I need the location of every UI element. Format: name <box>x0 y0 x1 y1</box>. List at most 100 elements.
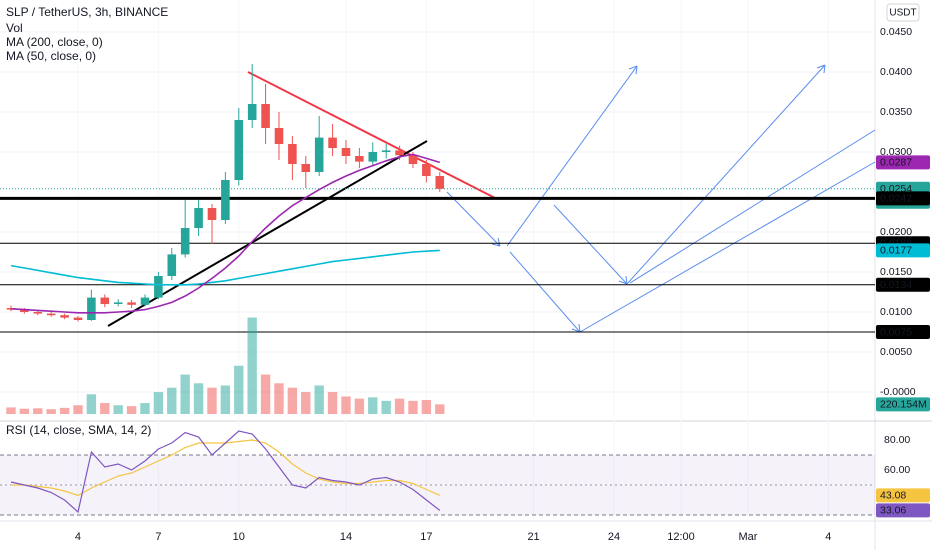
volume-bar <box>408 400 418 414</box>
x-tick-label: 10 <box>233 531 245 543</box>
volume-bar <box>113 405 123 414</box>
x-tick-label: 4 <box>75 531 81 543</box>
price-tag-label: 220.154M <box>880 399 927 411</box>
rsi-line <box>10 430 441 514</box>
volume-bar <box>354 398 365 414</box>
volume-bar <box>167 387 177 414</box>
volume-bar <box>73 405 83 414</box>
x-tick-label: 24 <box>608 531 620 543</box>
price-tag-label: 33.06 <box>880 505 906 517</box>
price-tag <box>876 191 930 206</box>
rsi-tick-label: 60.00 <box>884 464 910 476</box>
candle-body <box>274 128 284 144</box>
volume-bar <box>381 400 391 414</box>
volume-title: Vol <box>6 21 23 35</box>
candle-body <box>247 104 257 120</box>
volume-bar <box>6 407 16 414</box>
candle-body <box>100 297 110 304</box>
volume-bar <box>207 387 217 414</box>
moving-average <box>10 153 441 314</box>
symbol-title: SLP / TetherUS, 3h, BINANCE <box>6 5 168 19</box>
price-tag-label: 0.0075 <box>880 326 912 338</box>
candle-body <box>368 152 378 162</box>
price-tag-label: 0.0287 <box>880 157 912 169</box>
rsi-title: RSI (14, close, SMA, 14, 2) <box>6 423 151 437</box>
price-tag-label: 0.0177 <box>880 245 912 257</box>
volume-bar <box>421 399 432 414</box>
x-tick-label: 21 <box>527 531 539 543</box>
volume-bar <box>126 406 137 414</box>
price-tag <box>876 397 930 412</box>
candle-body <box>435 176 445 189</box>
candle-body <box>154 276 163 298</box>
volume-bar <box>180 374 190 414</box>
currency-box[interactable] <box>886 3 920 22</box>
candle-body <box>234 120 244 180</box>
price-tag <box>876 503 930 518</box>
candle-body <box>221 180 230 220</box>
x-tick-label: Mar <box>738 531 757 543</box>
volume-bar <box>274 383 284 414</box>
candle-body <box>20 309 29 312</box>
volume-bar <box>247 317 257 414</box>
candle-body <box>33 312 43 314</box>
arrow <box>446 191 501 247</box>
price-tag <box>876 243 930 258</box>
candle-body <box>341 148 351 156</box>
volume-bar <box>234 365 244 414</box>
candle-body <box>314 137 324 172</box>
price-tag <box>876 488 930 503</box>
price-tag <box>876 155 930 170</box>
ma-title: MA (50, close, 0) <box>6 49 96 63</box>
volume-bar <box>153 392 164 414</box>
volume-bar <box>314 385 324 414</box>
volume-bar <box>193 383 204 414</box>
arrow <box>579 161 876 333</box>
arrow <box>626 64 826 285</box>
price-tag-label: 0.0242 <box>880 193 912 205</box>
x-tick-label: 7 <box>155 531 161 543</box>
volume-bar <box>59 407 70 414</box>
candle-body <box>408 155 418 164</box>
volume-bar <box>260 374 271 414</box>
rsi-tick-label: 80.00 <box>884 434 910 446</box>
candle-body <box>140 297 150 305</box>
candle-body <box>46 313 56 316</box>
candle-body <box>328 137 337 148</box>
price-tag <box>876 277 930 292</box>
y-tick-label: 0.0400 <box>880 66 912 78</box>
x-tick-label: 17 <box>420 531 432 543</box>
arrow <box>553 204 628 285</box>
underlay <box>0 31 875 393</box>
candle-body <box>194 208 203 228</box>
volume-bar <box>327 392 338 414</box>
volume-bar <box>368 397 378 414</box>
moving-average <box>10 249 440 286</box>
volume-bar <box>301 392 311 414</box>
arrows <box>446 64 876 333</box>
x-tick-label: 4 <box>825 531 831 543</box>
volume-bar <box>341 396 351 414</box>
price-tag-label: 43.08 <box>880 490 906 502</box>
candle-body <box>180 228 190 255</box>
candle-body <box>355 156 364 162</box>
candle-body <box>60 315 69 318</box>
y-tick-label: -0.0000 <box>880 386 916 398</box>
candle-body <box>422 164 431 176</box>
candle-body <box>113 302 123 304</box>
candle-body <box>127 302 136 305</box>
trend-line <box>247 71 498 200</box>
volume-bar <box>19 408 30 414</box>
candle-body <box>301 164 311 172</box>
volume-bar <box>86 394 97 414</box>
candle-body <box>381 150 391 152</box>
volume-bar <box>287 387 298 414</box>
y-tick-label: 0.0350 <box>880 106 912 118</box>
currency[interactable]: USDT <box>889 8 916 19</box>
y-tick-label: 0.0100 <box>880 306 912 318</box>
arrow <box>506 65 638 247</box>
volume-bar <box>220 385 231 414</box>
